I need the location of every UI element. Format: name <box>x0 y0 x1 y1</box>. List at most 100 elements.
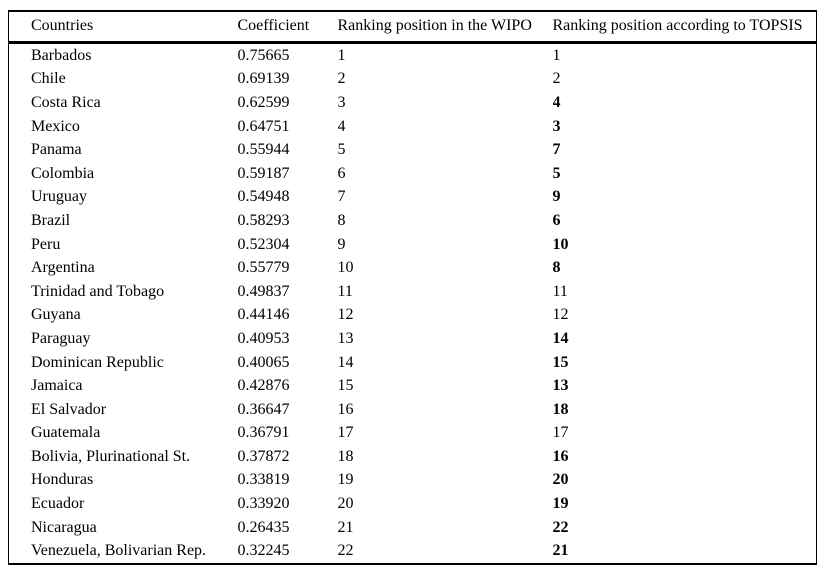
table-row: Jamaica 0.42876 15 13 <box>9 374 817 398</box>
wipo-rank-cell: 13 <box>337 329 354 347</box>
country-cell: Dominican Republic <box>31 353 164 371</box>
table-row: Ecuador 0.33920 20 19 <box>9 492 817 516</box>
coefficient-cell: 0.55779 <box>237 259 290 277</box>
wipo-rank-cell: 11 <box>337 282 353 300</box>
coefficient-cell: 0.44146 <box>237 306 290 324</box>
table-row: Honduras 0.33819 19 20 <box>9 469 817 493</box>
country-cell: Ecuador <box>31 495 85 513</box>
topsis-rank-cell: 7 <box>552 141 561 159</box>
coefficient-cell: 0.49837 <box>237 282 290 300</box>
country-cell: Bolivia, Plurinational St. <box>31 447 191 465</box>
coefficient-cell: 0.42876 <box>237 377 290 395</box>
country-cell: El Salvador <box>31 400 107 418</box>
topsis-rank-cell: 18 <box>552 400 569 418</box>
country-cell: Uruguay <box>31 188 87 206</box>
coefficient-cell: 0.62599 <box>237 93 290 111</box>
coefficient-cell: 0.36791 <box>237 424 290 442</box>
table-row: Brazil 0.58293 8 6 <box>9 209 817 233</box>
topsis-rank-cell: 16 <box>552 447 569 465</box>
wipo-rank-cell: 12 <box>337 306 354 324</box>
country-cell: Panama <box>31 141 82 159</box>
coefficient-cell: 0.37872 <box>237 447 290 465</box>
country-cell: Trinidad and Tobago <box>31 282 165 300</box>
wipo-rank-cell: 14 <box>337 353 354 371</box>
topsis-rank-cell: 11 <box>552 282 568 300</box>
country-cell: Barbados <box>31 46 92 64</box>
topsis-rank-cell: 6 <box>552 211 561 229</box>
wipo-rank-cell: 22 <box>337 542 354 560</box>
table-row: Colombia 0.59187 6 5 <box>9 162 817 186</box>
wipo-rank-cell: 21 <box>337 518 354 536</box>
topsis-rank-cell: 5 <box>552 164 561 182</box>
table-row: Panama 0.55944 5 7 <box>9 138 817 162</box>
wipo-rank-cell: 2 <box>337 70 346 88</box>
table-row: Guatemala 0.36791 17 17 <box>9 422 817 446</box>
coefficient-cell: 0.69139 <box>237 70 290 88</box>
wipo-rank-cell: 16 <box>337 400 354 418</box>
coefficient-cell: 0.33819 <box>237 471 290 489</box>
table-row: Chile 0.69139 2 2 <box>9 68 817 92</box>
topsis-rank-cell: 8 <box>552 259 561 277</box>
col-header-wipo: Ranking position in the WIPO <box>337 11 553 44</box>
topsis-rank-cell: 20 <box>552 471 569 489</box>
wipo-rank-cell: 17 <box>337 424 354 442</box>
coefficient-cell: 0.33920 <box>237 495 290 513</box>
topsis-rank-cell: 9 <box>552 188 561 206</box>
topsis-rank-cell: 19 <box>552 495 569 513</box>
coefficient-cell: 0.64751 <box>237 117 290 135</box>
table-row: El Salvador 0.36647 16 18 <box>9 398 817 422</box>
table-body: Barbados 0.75665 1 1 Chile 0.69139 2 2 C… <box>9 43 817 565</box>
table-row: Barbados 0.75665 1 1 <box>9 43 817 68</box>
wipo-rank-cell: 7 <box>337 188 346 206</box>
country-cell: Guyana <box>31 306 81 324</box>
wipo-rank-cell: 3 <box>337 93 346 111</box>
col-header-topsis: Ranking position according to TOPSIS <box>552 11 817 44</box>
country-cell: Jamaica <box>31 377 83 395</box>
table-row: Venezuela, Bolivarian Rep. 0.32245 22 21 <box>9 539 817 564</box>
coefficient-cell: 0.75665 <box>237 46 290 64</box>
wipo-rank-cell: 5 <box>337 141 346 159</box>
country-cell: Argentina <box>31 259 95 277</box>
table-row: Guyana 0.44146 12 12 <box>9 304 817 328</box>
country-cell: Chile <box>31 70 66 88</box>
table-row: Paraguay 0.40953 13 14 <box>9 327 817 351</box>
topsis-rank-cell: 12 <box>552 306 569 324</box>
table-row: Costa Rica 0.62599 3 4 <box>9 91 817 115</box>
table-row: Peru 0.52304 9 10 <box>9 233 817 257</box>
topsis-rank-cell: 3 <box>552 117 561 135</box>
col-header-countries: Countries <box>8 11 238 44</box>
topsis-rank-cell: 13 <box>552 377 569 395</box>
table-header: Countries Coefficient Ranking position i… <box>8 11 817 44</box>
topsis-rank-cell: 17 <box>552 424 569 442</box>
table-row: Trinidad and Tobago 0.49837 11 11 <box>9 280 817 304</box>
country-cell: Colombia <box>31 164 95 182</box>
wipo-rank-cell: 1 <box>337 46 346 64</box>
table-row: Argentina 0.55779 10 8 <box>9 256 817 280</box>
table-row: Nicaragua 0.26435 21 22 <box>9 516 817 540</box>
wipo-rank-cell: 20 <box>337 495 354 513</box>
coefficient-cell: 0.55944 <box>237 141 290 159</box>
topsis-rank-cell: 15 <box>552 353 569 371</box>
coefficient-cell: 0.59187 <box>237 164 290 182</box>
table-row: Dominican Republic 0.40065 14 15 <box>9 351 817 375</box>
country-cell: Peru <box>31 235 61 253</box>
coefficient-cell: 0.26435 <box>237 518 290 536</box>
country-cell: Brazil <box>31 211 71 229</box>
table-row: Bolivia, Plurinational St. 0.37872 18 16 <box>9 445 817 469</box>
col-header-coefficient: Coefficient <box>237 11 338 44</box>
coefficient-cell: 0.54948 <box>237 188 290 206</box>
topsis-rank-cell: 4 <box>552 93 561 111</box>
wipo-rank-cell: 15 <box>337 377 354 395</box>
ranking-table: Countries Coefficient Ranking position i… <box>8 10 817 566</box>
topsis-rank-cell: 1 <box>552 46 561 64</box>
topsis-rank-cell: 2 <box>552 70 561 88</box>
topsis-rank-cell: 22 <box>552 518 569 536</box>
country-cell: Venezuela, Bolivarian Rep. <box>31 542 207 560</box>
coefficient-cell: 0.40953 <box>237 329 290 347</box>
country-cell: Guatemala <box>31 424 101 442</box>
wipo-rank-cell: 4 <box>337 117 346 135</box>
wipo-rank-cell: 9 <box>337 235 346 253</box>
country-cell: Mexico <box>31 117 80 135</box>
coefficient-cell: 0.52304 <box>237 235 290 253</box>
coefficient-cell: 0.32245 <box>237 542 290 560</box>
